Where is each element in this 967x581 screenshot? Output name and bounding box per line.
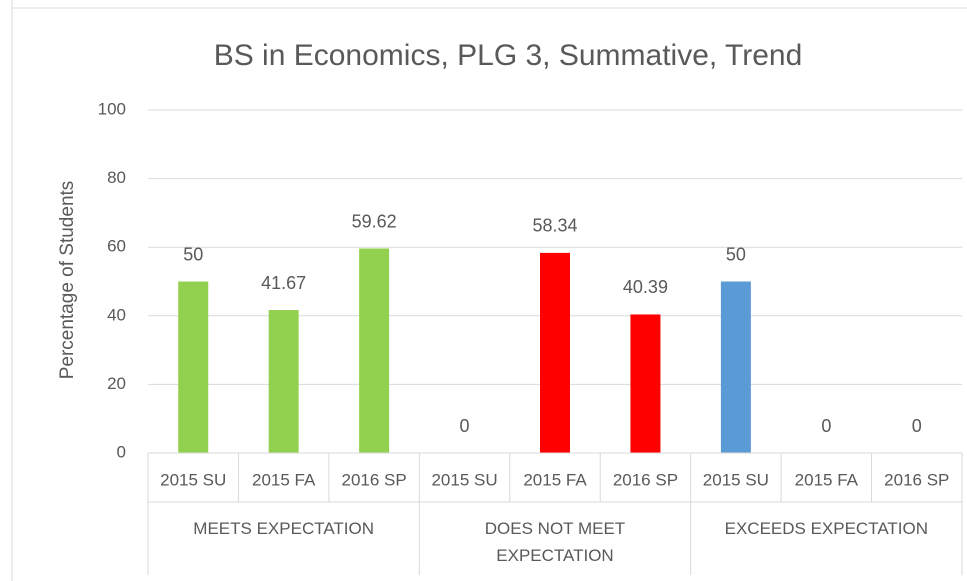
y-tick-label: 40 [107,305,126,324]
data-label: 59.62 [352,211,397,231]
data-label: 50 [726,244,746,264]
x-tick-label: 2015 FA [795,470,859,489]
group-label: DOES NOT MEET EXPECTATION [484,519,626,565]
bar [720,281,751,453]
data-label: 0 [912,416,922,436]
x-tick-label: 2015 SU [160,470,226,489]
bar [630,314,661,453]
data-label: 0 [460,416,470,436]
data-label: 50 [183,244,203,264]
data-label: 58.34 [532,216,577,236]
data-label: 0 [821,416,831,436]
x-tick-label: 2015 FA [523,470,587,489]
bar [178,281,209,453]
group-label: MEETS EXPECTATION [193,519,375,538]
y-tick-label: 60 [107,237,126,256]
y-tick-label: 80 [107,168,126,187]
data-label: 41.67 [261,273,306,293]
x-tick-label: 2015 SU [431,470,497,489]
y-axis-title: Percentage of Students [57,181,78,380]
data-label: 40.39 [623,277,668,297]
x-tick-label: 2016 SP [341,470,406,489]
bar [540,252,570,453]
bar [359,248,390,453]
y-tick-label: 100 [98,99,126,118]
y-tick-label: 20 [107,374,126,393]
group-label: EXCEEDS EXPECTATION [724,519,929,538]
chart-title: BS in Economics, PLG 3, Summative, Trend [214,39,803,72]
x-tick-label: 2015 FA [252,470,316,489]
bar [268,310,299,453]
x-tick-label: 2015 SU [703,470,769,489]
x-tick-label: 2016 SP [613,470,678,489]
x-tick-label: 2016 SP [884,470,949,489]
y-tick-label: 0 [117,442,126,461]
